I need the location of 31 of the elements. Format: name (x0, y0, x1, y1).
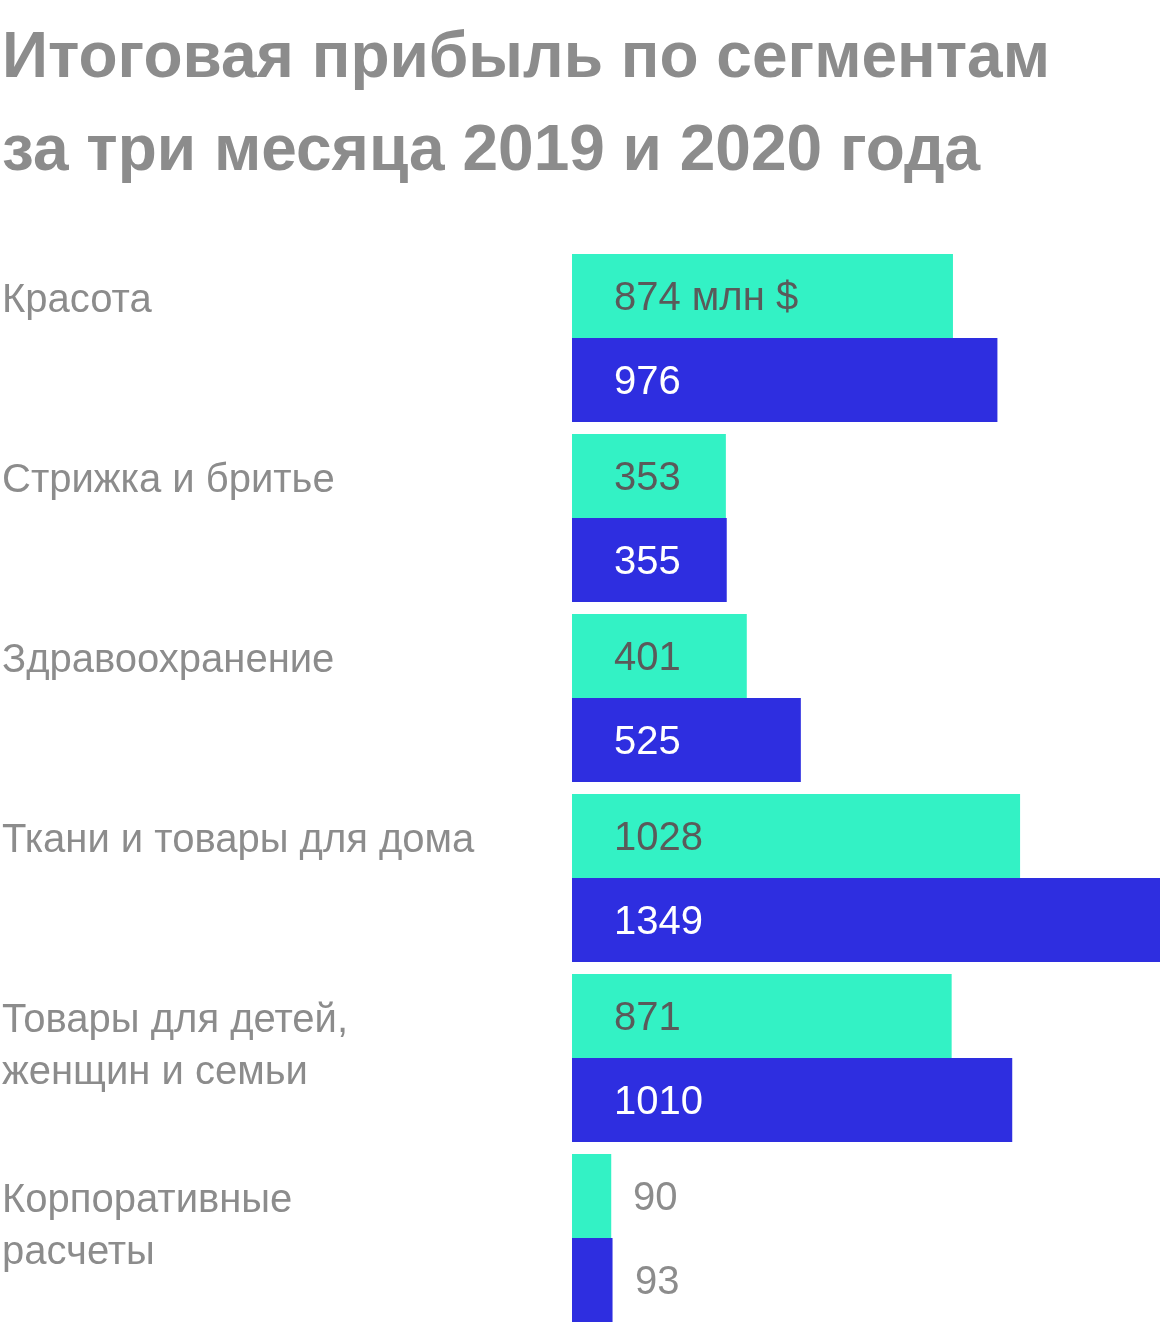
data-label: 90 (633, 1174, 678, 1218)
bar (572, 878, 1160, 962)
bar (572, 434, 726, 518)
bar (572, 338, 998, 422)
data-label: 976 (614, 358, 681, 402)
y-tick-label: Корпоративные расчеты (2, 1176, 293, 1272)
data-label: 401 (614, 634, 681, 678)
y-tick-label: Здравоохранение (2, 636, 335, 680)
data-label: 1028 (614, 814, 703, 858)
data-label: 353 (614, 454, 681, 498)
bar (572, 974, 952, 1058)
y-tick-label: Красота (2, 276, 153, 320)
y-tick-label: Ткани и товары для дома (2, 816, 476, 860)
data-label: 1010 (614, 1078, 703, 1122)
y-tick-label: Стрижка и бритье (2, 456, 335, 500)
bar (572, 698, 801, 782)
bar (572, 614, 747, 698)
bar (572, 518, 727, 602)
bar (572, 1154, 612, 1238)
y-tick-label: Товары для детей, женщин и семьи (2, 996, 348, 1092)
data-label: 93 (635, 1258, 680, 1302)
bar (572, 1058, 1013, 1142)
data-label: 874 млн $ (614, 274, 799, 318)
data-label: 525 (614, 718, 681, 762)
data-label: 355 (614, 538, 681, 582)
chart-title: Итоговая прибыль по сегментам за три месяца 2019 и 2020 года (2, 19, 1051, 184)
data-label: 1349 (614, 898, 703, 942)
bar (572, 1238, 613, 1322)
bar (572, 794, 1021, 878)
bar (572, 254, 953, 338)
data-label: 871 (614, 994, 681, 1038)
